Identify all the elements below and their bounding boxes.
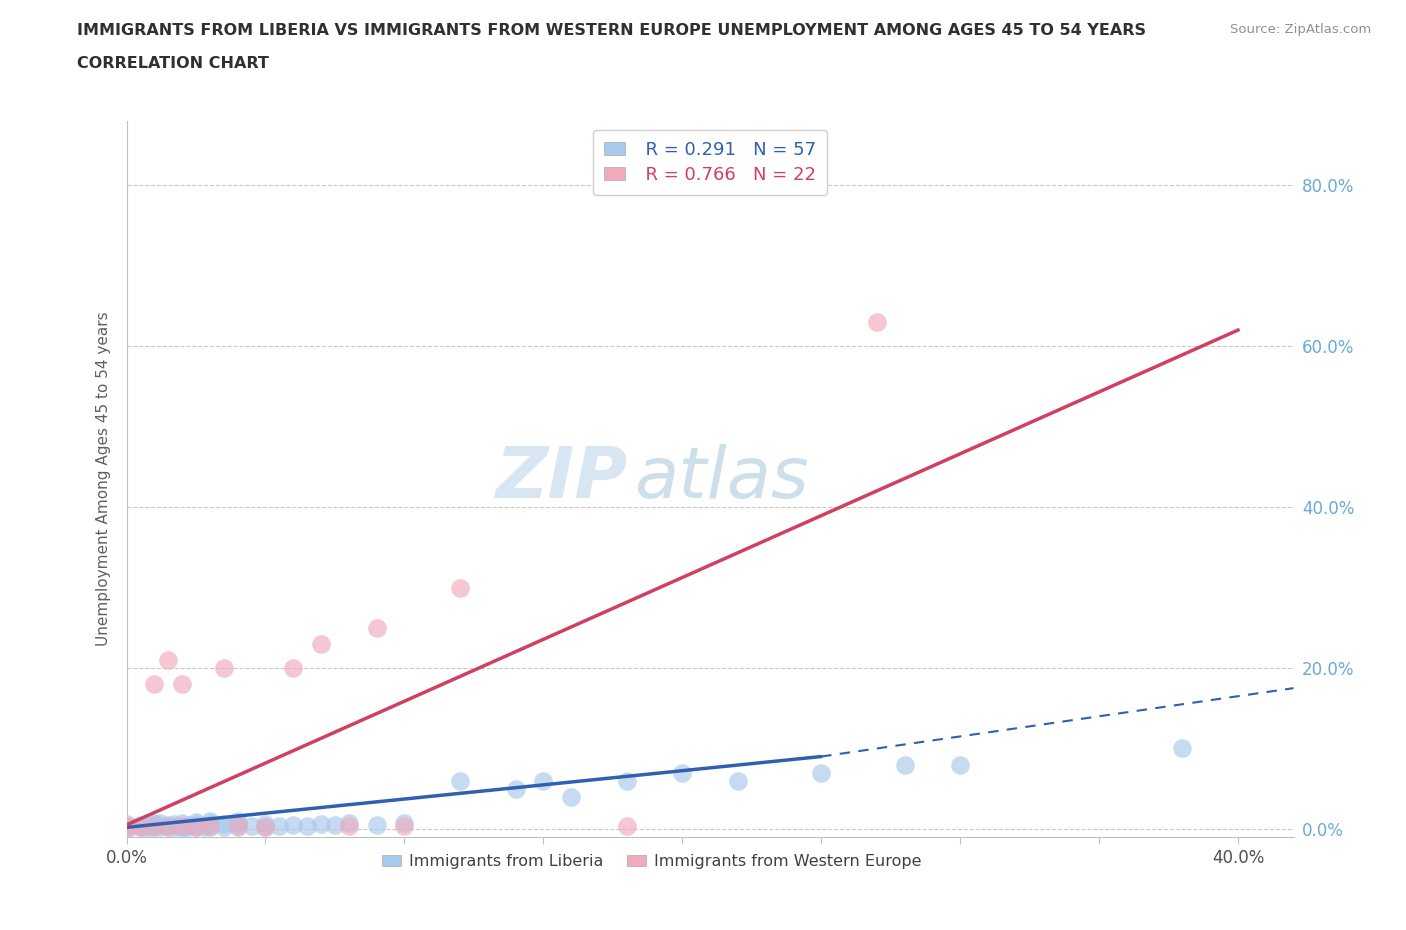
Point <box>866 314 889 329</box>
Point <box>184 820 207 835</box>
Point <box>149 816 172 830</box>
Point <box>226 817 249 831</box>
Point <box>949 757 972 772</box>
Point <box>176 817 198 832</box>
Point <box>337 818 360 833</box>
Point <box>198 819 221 834</box>
Point <box>149 819 172 834</box>
Point <box>283 660 305 675</box>
Point <box>309 817 332 831</box>
Point <box>143 815 166 830</box>
Point <box>135 820 157 835</box>
Point <box>157 820 180 835</box>
Point <box>212 819 235 834</box>
Text: Source: ZipAtlas.com: Source: ZipAtlas.com <box>1230 23 1371 36</box>
Point <box>198 818 221 833</box>
Point <box>226 819 249 834</box>
Point <box>157 820 180 835</box>
Point <box>157 817 180 832</box>
Point <box>143 820 166 835</box>
Point <box>184 819 207 834</box>
Point <box>254 817 277 831</box>
Point <box>115 821 138 836</box>
Point <box>143 818 166 833</box>
Point <box>226 814 249 829</box>
Point <box>337 816 360 830</box>
Point <box>309 636 332 651</box>
Point <box>163 819 186 834</box>
Point <box>893 757 915 772</box>
Point <box>394 816 416 830</box>
Text: atlas: atlas <box>634 445 808 513</box>
Text: IMMIGRANTS FROM LIBERIA VS IMMIGRANTS FROM WESTERN EUROPE UNEMPLOYMENT AMONG AGE: IMMIGRANTS FROM LIBERIA VS IMMIGRANTS FR… <box>77 23 1146 38</box>
Point <box>323 817 346 832</box>
Point <box>198 817 221 832</box>
Point <box>394 818 416 833</box>
Point <box>129 819 152 834</box>
Point <box>810 765 832 780</box>
Point <box>560 790 582 804</box>
Point <box>163 817 186 831</box>
Point <box>449 580 471 595</box>
Point <box>115 819 138 834</box>
Point <box>212 817 235 831</box>
Point <box>172 816 194 830</box>
Point <box>254 820 277 835</box>
Point <box>283 817 305 832</box>
Legend: Immigrants from Liberia, Immigrants from Western Europe: Immigrants from Liberia, Immigrants from… <box>375 848 928 875</box>
Point <box>115 818 138 833</box>
Point <box>143 820 166 835</box>
Point <box>172 677 194 692</box>
Point <box>366 620 388 635</box>
Point <box>143 677 166 692</box>
Point <box>1171 741 1194 756</box>
Point <box>671 765 693 780</box>
Point <box>240 818 263 833</box>
Point <box>172 818 194 833</box>
Y-axis label: Unemployment Among Ages 45 to 54 years: Unemployment Among Ages 45 to 54 years <box>96 312 111 646</box>
Point <box>449 773 471 788</box>
Point <box>616 818 638 833</box>
Point <box>184 815 207 830</box>
Point <box>366 817 388 832</box>
Point <box>172 818 194 833</box>
Point <box>115 820 138 835</box>
Point <box>176 820 198 835</box>
Point <box>143 817 166 831</box>
Point <box>193 820 215 835</box>
Point <box>505 781 527 796</box>
Point <box>254 819 277 834</box>
Point <box>115 817 138 831</box>
Point <box>198 814 221 829</box>
Point <box>727 773 749 788</box>
Point <box>129 817 152 832</box>
Point <box>184 817 207 831</box>
Point <box>157 653 180 668</box>
Point <box>172 820 194 835</box>
Point <box>269 818 291 833</box>
Point <box>198 816 221 830</box>
Text: CORRELATION CHART: CORRELATION CHART <box>77 56 269 71</box>
Point <box>212 660 235 675</box>
Point <box>129 820 152 835</box>
Point <box>295 818 318 833</box>
Point <box>135 818 157 833</box>
Text: ZIP: ZIP <box>496 445 628 513</box>
Point <box>616 773 638 788</box>
Point <box>531 773 554 788</box>
Point <box>226 818 249 833</box>
